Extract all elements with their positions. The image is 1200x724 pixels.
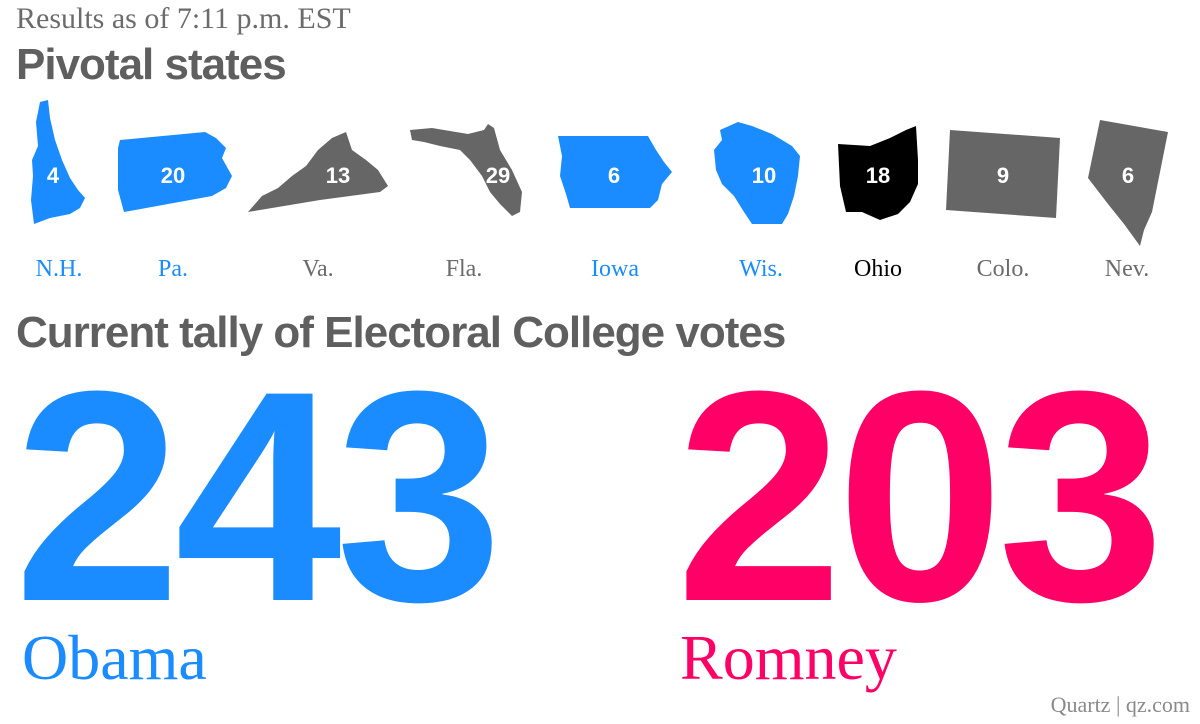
state-label-nev: Nev. (1104, 256, 1150, 282)
state-label-nh: N.H. (35, 256, 83, 282)
nevada-shape-icon (1088, 120, 1168, 246)
virginia-shape-icon (248, 132, 388, 212)
state-votes: 6 (1122, 163, 1134, 188)
state-pennsylvania: 20 (118, 132, 232, 212)
state-label-iowa: Iowa (591, 256, 639, 282)
pennsylvania-shape-icon (118, 132, 232, 212)
iowa-shape-icon (558, 136, 672, 208)
state-new-hampshire: 4 (31, 100, 85, 224)
state-ohio: 18 (838, 126, 918, 220)
wisconsin-shape-icon (714, 122, 800, 224)
state-label-fla: Fla. (445, 256, 483, 282)
state-label-colo: Colo. (976, 256, 1030, 282)
state-votes: 13 (326, 163, 350, 188)
pivotal-states-map: 4 20 13 29 6 10 18 9 6 (31, 100, 1168, 246)
state-wisconsin: 10 (714, 122, 800, 224)
colorado-shape-icon (946, 130, 1060, 218)
source-credit: Quartz | qz.com (1050, 692, 1190, 717)
state-label-va: Va. (302, 256, 334, 282)
state-votes: 4 (47, 163, 60, 188)
new-hampshire-shape-icon (31, 100, 85, 224)
state-votes: 18 (866, 163, 890, 188)
romney-electoral-votes: 203 (676, 328, 1165, 664)
pivotal-states-title: Pivotal states (16, 40, 287, 89)
state-virginia: 13 (248, 132, 388, 212)
state-votes: 9 (997, 163, 1009, 188)
electoral-tally-title: Current tally of Electoral College votes (16, 308, 786, 357)
state-colorado: 9 (946, 130, 1060, 218)
state-votes: 20 (161, 163, 185, 188)
state-label-ohio: Ohio (854, 256, 902, 282)
state-votes: 29 (486, 163, 510, 188)
state-nevada: 6 (1088, 120, 1168, 246)
state-florida: 29 (410, 124, 522, 216)
obama-name: Obama (22, 622, 207, 693)
state-votes: 6 (608, 163, 620, 188)
results-timestamp: Results as of 7:11 p.m. EST (16, 2, 351, 35)
state-label-pa: Pa. (158, 256, 188, 282)
state-votes: 10 (752, 163, 776, 188)
romney-name: Romney (680, 622, 897, 693)
ohio-shape-icon (838, 126, 918, 220)
florida-shape-icon (410, 124, 522, 216)
obama-electoral-votes: 243 (14, 328, 503, 664)
state-label-wis: Wis. (739, 256, 783, 282)
state-iowa: 6 (558, 136, 672, 208)
